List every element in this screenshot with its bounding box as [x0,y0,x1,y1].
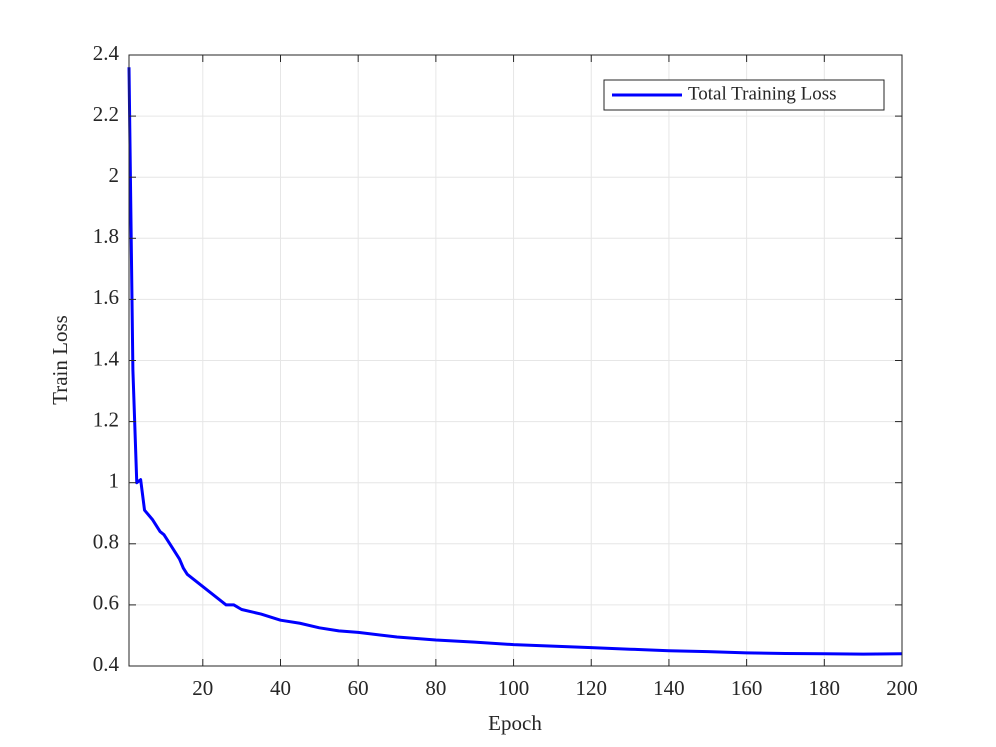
y-tick-label: 2.4 [93,41,120,65]
y-tick-label: 0.4 [93,652,120,676]
x-tick-label: 100 [498,676,530,700]
y-tick-label: 1.2 [93,407,119,431]
x-tick-label: 160 [731,676,763,700]
data-line [127,67,903,656]
y-axis-label: Train Loss [48,315,72,405]
y-tick-label: 0.8 [93,530,119,554]
y-tick-label: 1 [109,469,120,493]
x-tick-label: 120 [575,676,607,700]
x-axis-label: Epoch [488,711,542,735]
y-tick-label: 2 [109,163,120,187]
y-tick-label: 0.6 [93,591,119,615]
legend-label: Total Training Loss [688,83,837,104]
x-tick-label: 40 [270,676,291,700]
y-tick-label: 2.2 [93,102,119,126]
x-tick-label: 200 [886,676,918,700]
x-tick-label: 20 [192,676,213,700]
x-tick-label: 80 [425,676,446,700]
x-tick-label: 60 [348,676,369,700]
y-tick-label: 1.6 [93,285,119,309]
plot-area [127,67,903,656]
y-tick-label: 1.8 [93,224,119,248]
x-tick-label: 180 [809,676,841,700]
x-tick-label: 140 [653,676,685,700]
y-tick-label: 1.4 [93,346,120,370]
